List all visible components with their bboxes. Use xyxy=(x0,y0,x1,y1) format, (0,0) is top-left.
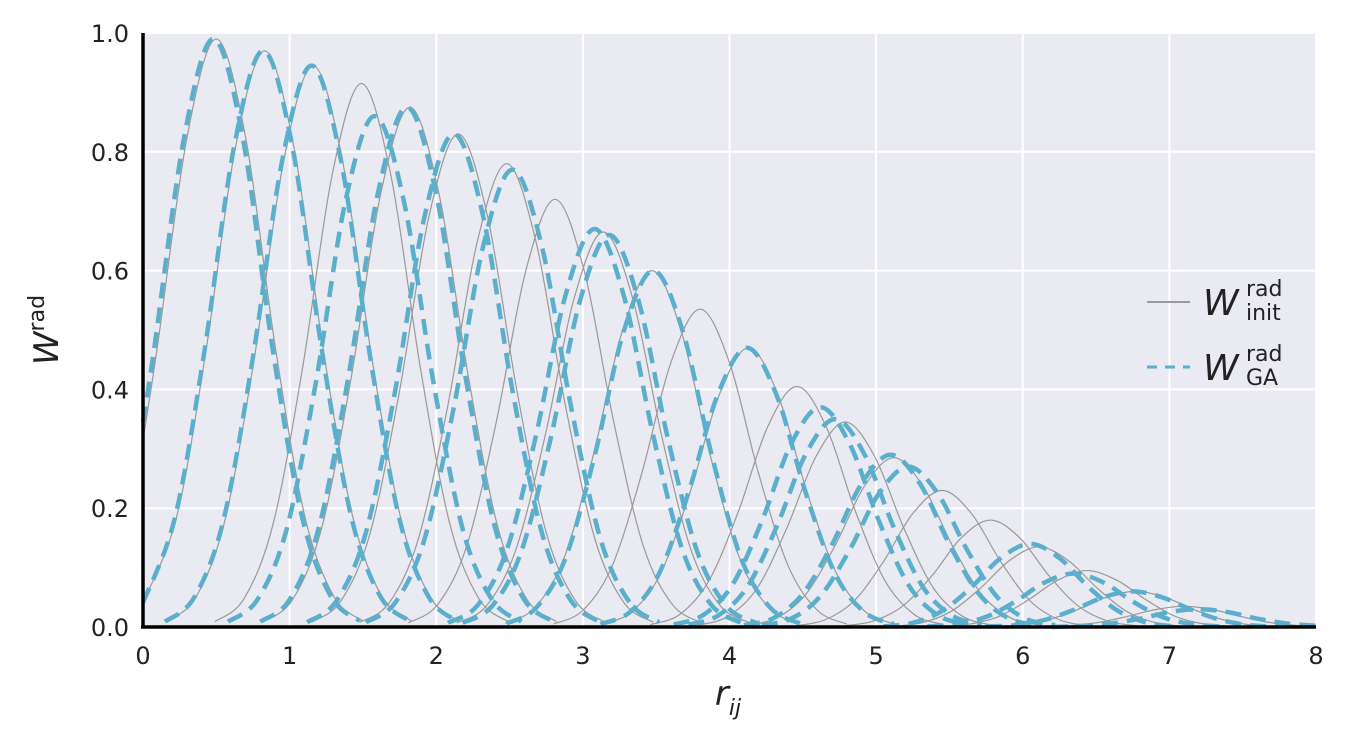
y-tick-label: 0.2 xyxy=(91,495,129,523)
init-curve xyxy=(746,457,1041,626)
init-curve xyxy=(650,385,944,626)
x-tick-label: 0 xyxy=(135,642,150,670)
x-tick-label: 5 xyxy=(868,642,883,670)
init-curve xyxy=(940,569,1234,628)
ga-curve xyxy=(687,416,983,627)
y-label-sup: rad xyxy=(25,295,50,332)
y-tick-label: 0.6 xyxy=(91,258,129,286)
y-label-main: W xyxy=(27,330,67,365)
y-tick-label: 0.0 xyxy=(91,614,129,642)
ticks: 0 1 2 3 4 5 6 7 8 0.0 0.2 0.4 0.6 0.8 1.0 xyxy=(91,20,1324,670)
init-curve xyxy=(795,489,1089,627)
ga-curve xyxy=(986,589,1280,629)
x-tick-label: 3 xyxy=(575,642,590,670)
ga-curve xyxy=(258,104,555,624)
ga-curve xyxy=(163,63,460,624)
ga-curve xyxy=(140,36,362,623)
ga-curve xyxy=(140,48,412,623)
x-tick-label: 6 xyxy=(1015,642,1030,670)
ga-curve xyxy=(883,541,1177,629)
x-axis-label: rij xyxy=(715,674,742,721)
y-tick-label: 0.8 xyxy=(91,139,129,167)
x-tick-label: 1 xyxy=(282,642,297,670)
ga-curve xyxy=(743,452,1038,628)
legend-sup: rad xyxy=(1246,342,1283,367)
legend-sub: init xyxy=(1246,301,1281,326)
x-tick-label: 4 xyxy=(722,642,737,670)
y-tick-label: 0.4 xyxy=(91,376,129,404)
legend-name: W xyxy=(1203,283,1240,324)
x-tick-label: 2 xyxy=(429,642,444,670)
legend-sup: rad xyxy=(1246,277,1283,302)
legend-sub: GA xyxy=(1246,366,1278,391)
init-curve xyxy=(456,231,751,624)
ga-curve xyxy=(305,131,602,625)
ga-curve xyxy=(761,464,1056,628)
x-label-main: r xyxy=(715,674,731,714)
init-curve xyxy=(214,82,509,623)
x-label-sub: ij xyxy=(729,696,742,721)
legend-name: W xyxy=(1203,348,1240,389)
ga-curve xyxy=(599,345,895,627)
y-tick-label: 1.0 xyxy=(91,20,129,48)
ga-curve xyxy=(927,571,1221,629)
ga-curve xyxy=(1051,606,1317,630)
x-tick-label: 7 xyxy=(1162,642,1177,670)
ga-curve xyxy=(226,113,523,624)
ga-curve xyxy=(446,226,743,625)
ga-curve xyxy=(364,167,661,625)
x-tick-label: 8 xyxy=(1308,642,1323,670)
init-curve xyxy=(359,163,654,623)
curves xyxy=(140,36,1317,630)
ga-curve xyxy=(461,232,758,625)
y-axis-label: Wrad xyxy=(25,295,67,365)
ga-curve xyxy=(673,404,968,627)
init-curve xyxy=(843,519,1138,627)
init-curve xyxy=(142,38,364,622)
